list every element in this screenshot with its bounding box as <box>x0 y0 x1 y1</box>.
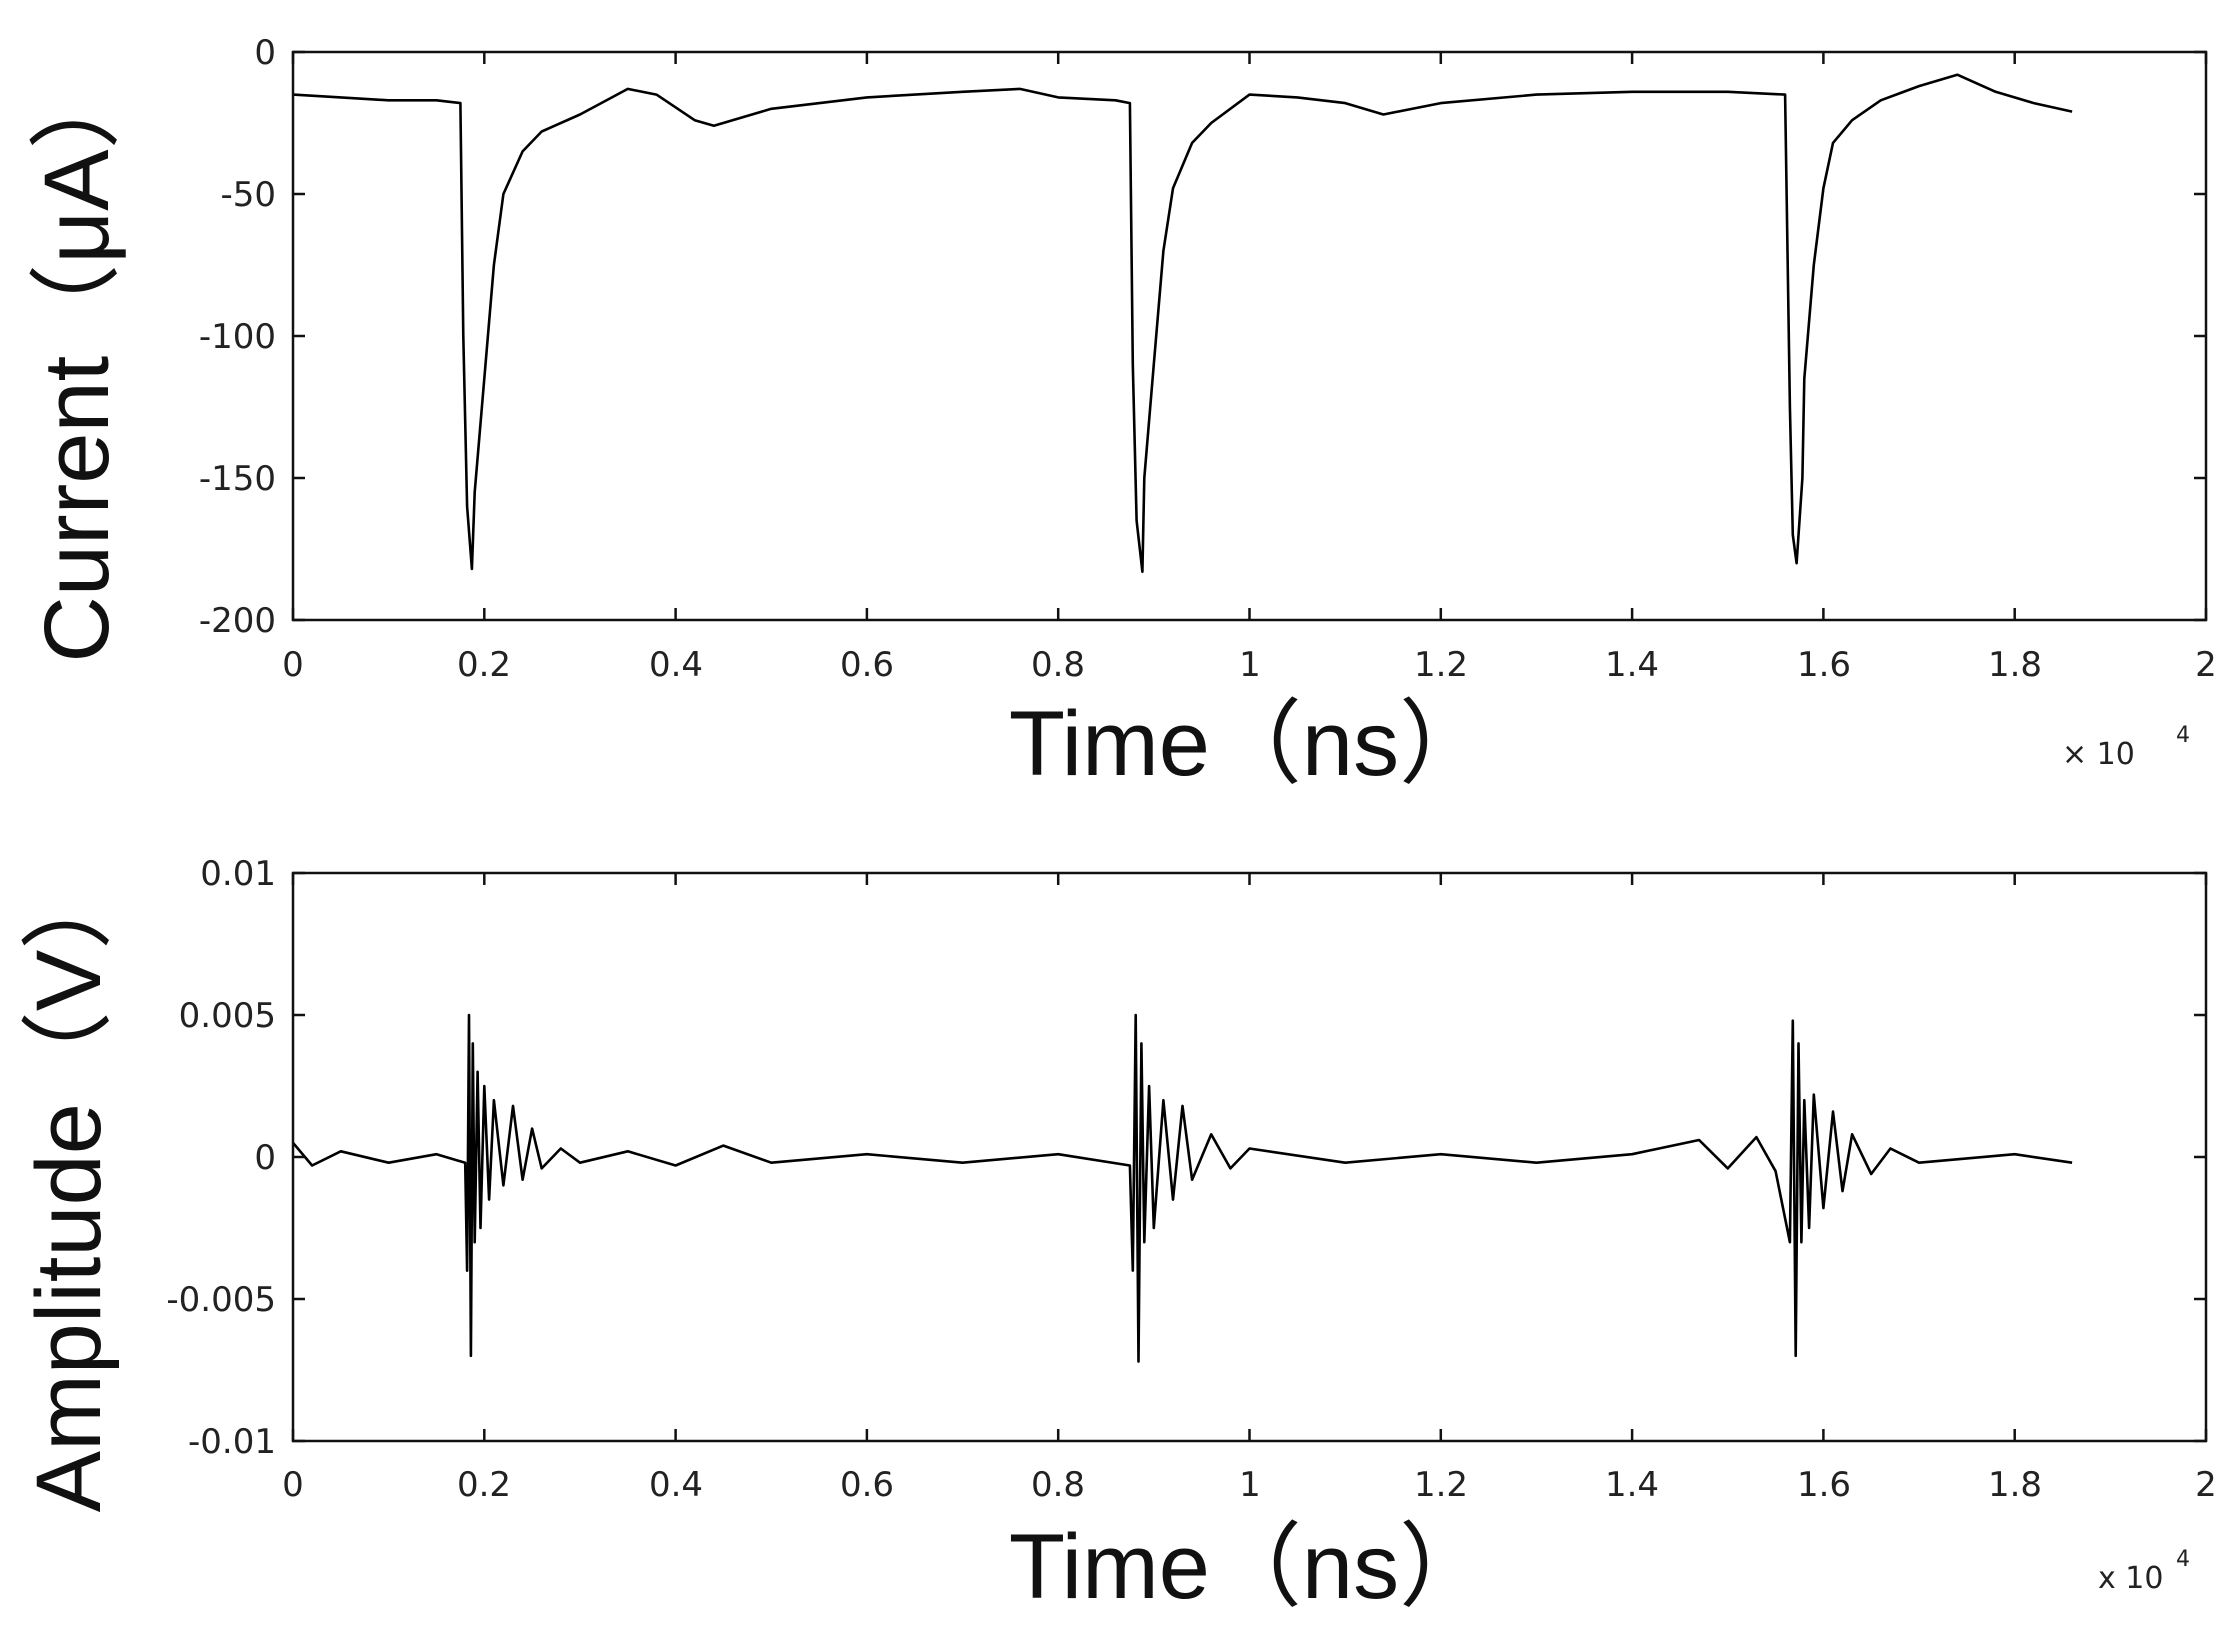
amplitude-x-tick-labels: 0 0.2 0.4 0.6 0.8 1 1.2 1.4 1.6 1.8 2 <box>282 1465 2217 1505</box>
current-x-tick-label: 1 <box>1239 645 1261 685</box>
current-x-axis-label: Time（ns） <box>1009 693 1491 795</box>
amplitude-x-multiplier-exponent: 4 <box>2176 1547 2190 1572</box>
current-x-tick-label: 0.2 <box>457 645 511 685</box>
current-x-multiplier-label: × 10 <box>2062 737 2135 772</box>
current-y-axis-label: Current（μA） <box>26 57 128 662</box>
current-y-tick-label: -200 <box>199 601 276 641</box>
amplitude-chart: 0.01 0.005 0 -0.005 -0.01 0 0.2 0.4 0.6 … <box>18 854 2217 1618</box>
amplitude-plot-frame <box>291 871 2208 1443</box>
amplitude-y-tick-label: 0 <box>254 1138 276 1178</box>
current-series-line <box>292 73 2073 573</box>
amplitude-x-tick-label: 1.8 <box>1988 1465 2042 1505</box>
current-y-tick-label: -150 <box>199 459 276 499</box>
amplitude-y-tick-label: -0.005 <box>166 1280 276 1320</box>
current-ticks <box>291 50 2208 622</box>
amplitude-x-tick-label: 0.2 <box>457 1465 511 1505</box>
amplitude-plot-area <box>292 1013 2073 1363</box>
amplitude-x-tick-label: 1 <box>1239 1465 1261 1505</box>
amplitude-x-tick-label: 1.2 <box>1414 1465 1468 1505</box>
current-x-tick-label: 0.6 <box>840 645 894 685</box>
current-x-tick-label: 1.4 <box>1605 645 1659 685</box>
amplitude-series-line <box>292 1013 2073 1363</box>
amplitude-x-tick-label: 0.6 <box>840 1465 894 1505</box>
current-plot-frame <box>291 50 2208 622</box>
amplitude-x-tick-label: 0 <box>282 1465 304 1505</box>
amplitude-y-tick-label: -0.01 <box>188 1422 276 1462</box>
current-x-tick-label: 1.2 <box>1414 645 1468 685</box>
current-y-tick-label: -100 <box>199 317 276 357</box>
amplitude-y-tick-labels: 0.01 0.005 0 -0.005 -0.01 <box>166 854 276 1462</box>
amplitude-y-tick-label: 0.005 <box>179 996 276 1036</box>
amplitude-x-tick-label: 0.8 <box>1031 1465 1085 1505</box>
amplitude-x-tick-label: 1.6 <box>1797 1465 1851 1505</box>
current-plot-area <box>292 73 2073 573</box>
current-x-tick-label: 1.8 <box>1988 645 2042 685</box>
amplitude-x-tick-label: 1.4 <box>1605 1465 1659 1505</box>
current-x-tick-label: 1.6 <box>1797 645 1851 685</box>
current-chart: 0 -50 -100 -150 -200 0 0.2 0.4 0.6 0.8 1… <box>26 33 2217 795</box>
current-y-tick-label: 0 <box>254 33 276 73</box>
current-y-tick-labels: 0 -50 -100 -150 -200 <box>199 33 276 641</box>
amplitude-ticks <box>291 871 2208 1443</box>
current-x-tick-label: 0.8 <box>1031 645 1085 685</box>
amplitude-y-axis-label: Amplitude（V） <box>18 858 120 1512</box>
current-x-tick-labels: 0 0.2 0.4 0.6 0.8 1 1.2 1.4 1.6 1.8 2 <box>282 645 2217 685</box>
current-x-tick-label: 0.4 <box>649 645 703 685</box>
current-x-multiplier-exponent: 4 <box>2176 723 2190 748</box>
amplitude-x-tick-label: 2 <box>2195 1465 2217 1505</box>
amplitude-y-tick-label: 0.01 <box>200 854 276 894</box>
current-y-tick-label: -50 <box>220 175 276 215</box>
current-x-tick-label: 2 <box>2195 645 2217 685</box>
amplitude-x-tick-label: 0.4 <box>649 1465 703 1505</box>
current-x-tick-label: 0 <box>282 645 304 685</box>
amplitude-x-multiplier-label: x 10 <box>2098 1561 2163 1596</box>
amplitude-x-axis-label: Time（ns） <box>1009 1516 1491 1618</box>
